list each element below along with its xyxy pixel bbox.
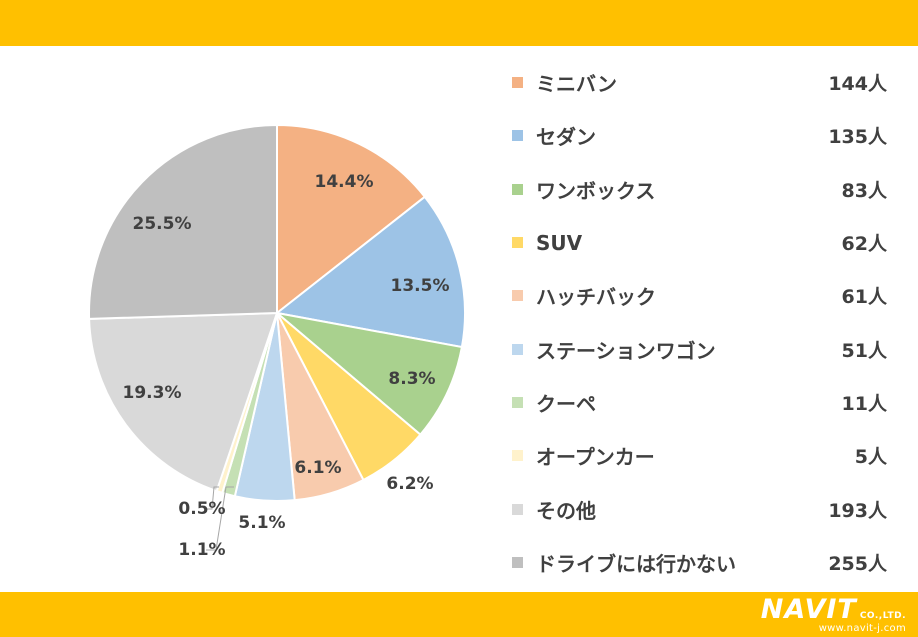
legend-swatch-10 [512,556,523,568]
legend-label-10: ドライブには行かない [536,551,736,576]
leader-line-7 [206,486,234,551]
legend-label-9: その他 [536,498,596,523]
slice-label-4: 6.2% [386,474,433,494]
legend-item-5: ハッチバック 61人 [512,269,897,322]
slice-label-1: 14.4% [315,172,374,192]
legend-count-7: 11人 [841,392,887,415]
legend-count-10: 255人 [828,552,887,575]
logo-company-suffix: CO.,LTD. [859,611,906,621]
slice-label-9: 19.3% [123,383,182,403]
legend-count-1: 144人 [828,73,887,96]
legend-label-5: ハッチバック [536,285,656,310]
pie-slice-10 [88,123,278,320]
logo-url: www.navit-j.com [818,623,906,634]
legend-item-7: クーペ 11人 [512,376,897,429]
pie-slice-3 [273,311,464,437]
legend-item-4: SUV 62人 [512,216,897,269]
pie-slice-2 [274,195,467,349]
legend-item-2: セダン 135人 [512,109,897,162]
chart-legend: ミニバン 144人セダン 135人ワンボックス 83人 SUV 62人ハッチバック 61人ス… [512,56,897,589]
legend-count-9: 193人 [828,499,887,522]
legend-item-6: ステーションワゴン 51人 [512,322,897,375]
legend-swatch-7 [512,396,523,408]
pie-slice-1 [276,123,427,316]
slice-label-2: 13.5% [391,276,450,296]
slice-label-6: 5.1% [238,513,285,533]
legend-swatch-3 [512,183,523,195]
legend-count-6: 51人 [841,339,887,362]
legend-count-2: 135人 [828,126,887,149]
legend-swatch-9 [512,503,523,515]
legend-swatch-2 [512,130,523,142]
logo-mark: NAVIT [760,594,857,625]
legend-item-9: その他 193人 [512,482,897,535]
legend-count-5: 61人 [841,286,887,309]
legend-count-4: 62人 [841,233,887,256]
slice-label-7: 1.1% [178,540,225,560]
legend-label-2: セダン [536,125,596,150]
legend-swatch-4 [512,237,523,249]
slice-label-8: 0.5% [178,499,225,519]
leader-line-8 [206,486,219,510]
legend-swatch-5 [512,290,523,302]
legend-label-7: クーペ [536,391,596,416]
slice-label-10: 25.5% [133,214,192,234]
legend-count-8: 5人 [854,446,887,469]
legend-item-1: ミニバン 144人 [512,56,897,109]
legend-swatch-6 [512,343,523,355]
legend-label-3: ワンボックス [536,178,656,203]
legend-count-3: 83人 [841,179,887,202]
pie-slice-9 [88,311,279,493]
slice-label-5: 6.1% [294,458,341,478]
legend-label-4: SUV [536,230,583,255]
legend-swatch-8 [512,450,523,462]
legend-item-8: オープンカー 5人 [512,429,897,482]
legend-swatch-1 [512,77,523,89]
legend-label-1: ミニバン [536,72,617,97]
legend-item-3: ワンボックス 83人 [512,163,897,216]
navit-logo: NAVIT CO.,LTD. www.navit-j.com [746,596,906,634]
pie-chart: 14.4% 13.5% 8.3% 6.2% 6.1% 5.1% 1.1% 0.5% 19.3% 2… [88,123,467,560]
legend-label-8: オープンカー [536,445,655,470]
slice-label-3: 8.3% [388,369,435,389]
legend-item-10: ドライブには行かない 255人 [512,536,897,589]
legend-label-6: ステーションワゴン [536,338,716,363]
footer-band [0,592,918,637]
header-band [0,0,918,46]
